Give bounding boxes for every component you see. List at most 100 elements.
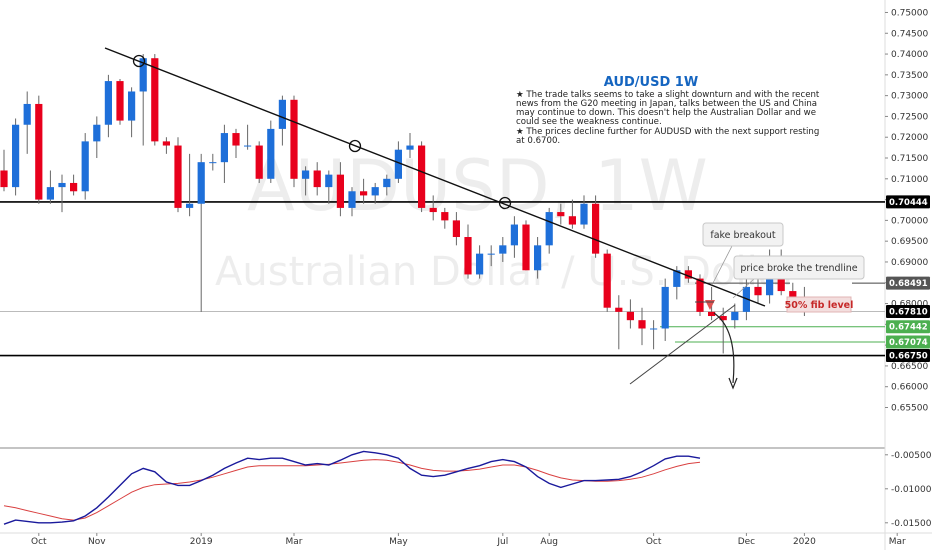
candle[interactable] <box>70 174 78 196</box>
candle[interactable] <box>626 299 634 329</box>
candle[interactable] <box>220 124 228 183</box>
candle[interactable] <box>731 303 739 329</box>
candle[interactable] <box>278 95 286 146</box>
time-tick-label: 2020 <box>793 537 816 547</box>
candle[interactable] <box>139 54 147 146</box>
candle-body <box>244 145 252 147</box>
candle[interactable] <box>360 178 368 204</box>
candle[interactable] <box>615 295 623 350</box>
candle-body <box>487 253 495 255</box>
candle[interactable] <box>580 195 588 229</box>
candle[interactable] <box>162 137 170 154</box>
candle[interactable] <box>0 149 8 192</box>
candle[interactable] <box>534 237 542 279</box>
projection-arrow <box>713 312 735 384</box>
candle[interactable] <box>684 266 692 283</box>
candle[interactable] <box>255 141 263 183</box>
candle[interactable] <box>638 307 646 346</box>
price-tag: 0.66750 <box>886 349 930 363</box>
candle[interactable] <box>510 216 518 258</box>
osc-signal-line[interactable] <box>3 459 701 521</box>
candle[interactable] <box>151 54 159 146</box>
candle[interactable] <box>429 195 437 221</box>
candle[interactable] <box>197 153 205 312</box>
candle-body <box>673 270 681 287</box>
candle[interactable] <box>406 133 414 159</box>
osc-main-line[interactable] <box>3 450 701 525</box>
price-tag-label: 0.67442 <box>889 323 928 333</box>
candle[interactable] <box>267 120 275 183</box>
candle[interactable] <box>464 224 472 279</box>
candle[interactable] <box>81 133 89 200</box>
candlestick-series[interactable] <box>0 54 808 354</box>
price-tick-label: 0.66500 <box>891 362 928 372</box>
candle-body <box>128 91 136 121</box>
candle[interactable] <box>476 245 484 279</box>
candle[interactable] <box>313 162 321 196</box>
price-tag-label: 0.66750 <box>889 352 928 362</box>
candle[interactable] <box>58 174 66 213</box>
time-tick-label: Oct <box>646 537 662 547</box>
candle[interactable] <box>418 141 426 213</box>
price-tag-bg <box>886 320 930 334</box>
candle[interactable] <box>174 137 182 213</box>
candle[interactable] <box>348 187 356 217</box>
candle-body <box>0 170 8 188</box>
candle[interactable] <box>12 118 20 196</box>
touch-point-marker <box>132 54 146 68</box>
candle[interactable] <box>104 74 112 138</box>
candle[interactable] <box>661 278 669 341</box>
watermark: AUDUSD, 1W Australian Dollar / U.S. Doll… <box>215 145 799 295</box>
price-tag-bg <box>886 195 930 209</box>
candle[interactable] <box>592 195 600 258</box>
candle[interactable] <box>244 124 252 150</box>
candle[interactable] <box>441 207 449 229</box>
candle[interactable] <box>46 170 54 204</box>
candle[interactable] <box>383 174 391 196</box>
candle[interactable] <box>35 95 43 204</box>
price-axis[interactable]: 0.75000 0.74500 0.74000 0.73500 0.73000 0.725… <box>885 8 930 413</box>
candle[interactable] <box>302 166 310 196</box>
candle[interactable] <box>232 128 240 159</box>
candle[interactable] <box>557 203 565 225</box>
candle[interactable] <box>93 116 101 159</box>
candle[interactable] <box>568 199 576 229</box>
candle[interactable] <box>336 162 344 217</box>
candle[interactable] <box>522 220 530 271</box>
candle-body <box>684 270 692 279</box>
price-tag-label: 0.67810 <box>889 307 928 317</box>
callout-fake-breakout-text: fake breakout <box>710 230 776 241</box>
candle[interactable] <box>325 170 333 204</box>
candle-body <box>708 311 716 317</box>
candle[interactable] <box>23 91 31 154</box>
candle-body <box>638 320 646 329</box>
candle[interactable] <box>719 307 727 354</box>
candle[interactable] <box>603 249 611 312</box>
candle[interactable] <box>186 153 194 217</box>
candle[interactable] <box>650 320 658 350</box>
watermark-symbol: AUDUSD, 1W <box>247 145 708 227</box>
candle-body <box>696 278 704 312</box>
candle-body <box>46 187 54 200</box>
price-tag-label: 0.70444 <box>889 198 928 208</box>
candle[interactable] <box>487 245 495 267</box>
candle[interactable] <box>290 95 298 188</box>
candle-body <box>592 203 600 254</box>
candle-body <box>220 133 228 163</box>
candle[interactable] <box>371 182 379 204</box>
time-axis[interactable]: Oct Nov 2019 Mar May Jul Aug Oct Dec 2020 Mar <box>31 533 906 547</box>
price-tag: 0.68491 <box>886 276 930 290</box>
candle[interactable] <box>499 237 507 262</box>
oscillator-panel[interactable]: -0.00500 -0.01000 -0.01500 <box>3 450 932 529</box>
candle[interactable] <box>128 87 136 138</box>
candle[interactable] <box>696 274 704 317</box>
candle[interactable] <box>545 207 553 254</box>
analysis-note: AUD/USD 1W ★ The trade talks seems to ta… <box>516 75 820 146</box>
candle-body <box>754 286 762 296</box>
candle[interactable] <box>116 79 124 125</box>
candle[interactable] <box>452 212 460 246</box>
candle-body <box>174 145 182 208</box>
candle[interactable] <box>209 153 217 171</box>
price-tag-bg <box>886 335 930 349</box>
